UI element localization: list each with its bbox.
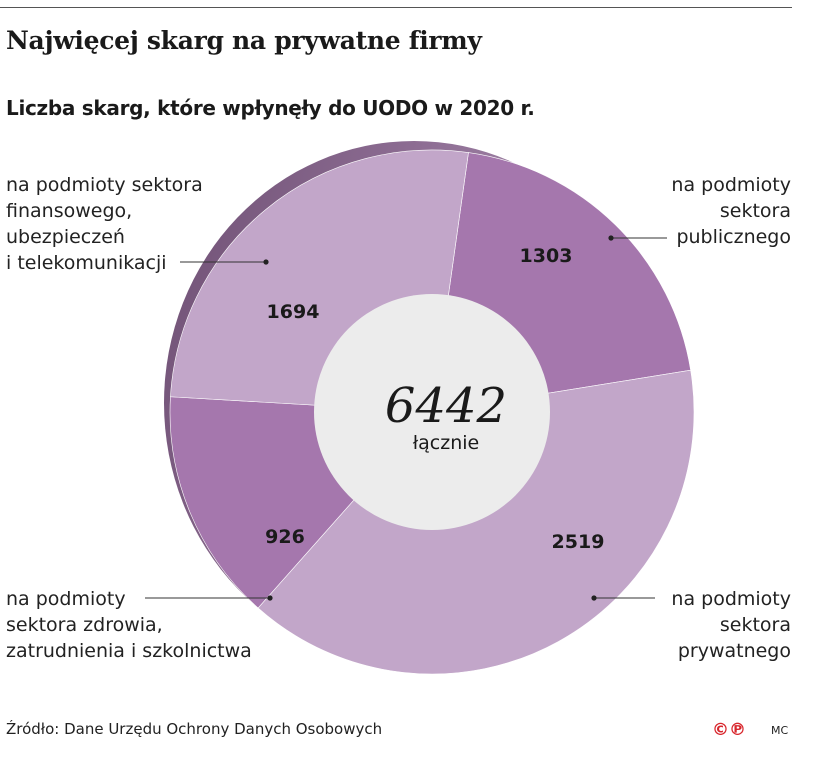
label-line: na podmioty [671,588,791,610]
slice-value-zdrowie: 926 [265,526,305,548]
label-finansowy: na podmioty sektora finansowego, ubezpie… [6,172,203,276]
total-value: 6442 [385,378,507,434]
label-line: na podmioty [6,588,126,610]
label-line: finansowego, [6,200,133,222]
leader-dot-prywatny [591,595,597,601]
total-label: łącznie [413,432,479,454]
chart-title: Najwięcej skarg na prywatne firmy [6,26,482,55]
label-line: i telekomunikacji [6,252,167,274]
label-line: publicznego [676,226,791,248]
top-rule [0,7,792,8]
label-line: sektora zdrowia, [6,614,163,636]
label-prywatny: na podmioty sektora prywatnego [671,586,791,664]
label-line: sektora [719,200,791,222]
label-line: na podmioty sektora [6,174,203,196]
label-publiczny: na podmioty sektora publicznego [671,172,791,250]
label-line: na podmioty [671,174,791,196]
leader-dot-publiczny [608,235,614,241]
slice-value-publiczny: 1303 [520,245,573,267]
chart-subtitle: Liczba skarg, które wpłynęły do UODO w 2… [6,96,535,120]
slice-value-prywatny: 2519 [552,531,605,553]
publisher-logo: ©℗ [712,720,746,740]
leader-dot-finansowy [263,259,269,265]
label-line: prywatnego [677,640,791,662]
leader-dot-zdrowie [267,595,273,601]
donut-hole [314,294,550,530]
label-line: sektora [719,614,791,636]
label-zdrowie: na podmioty sektora zdrowia, zatrudnieni… [6,586,252,664]
source-note: Źródło: Dane Urzędu Ochrony Danych Osobo… [6,720,383,738]
slice-prywatny [257,369,695,675]
label-line: zatrudnienia i szkolnictwa [6,640,252,662]
slice-value-finansowy: 1694 [267,301,320,323]
author-initials: MC [771,724,789,737]
label-line: ubezpieczeń [6,226,125,248]
